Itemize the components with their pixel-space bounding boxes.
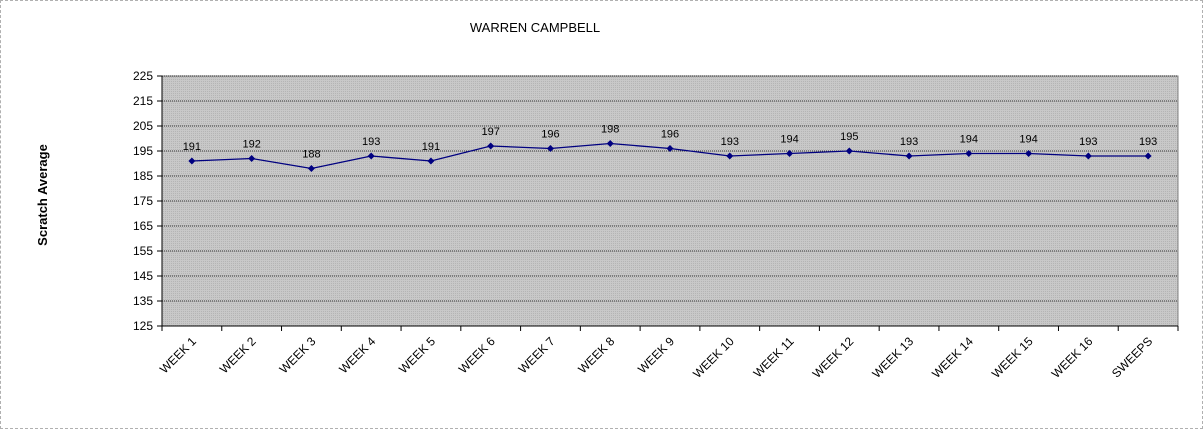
x-tick-label: SWEEPS xyxy=(1109,334,1155,380)
data-label: 191 xyxy=(422,141,440,153)
data-point xyxy=(1144,152,1152,160)
chart-title: WARREN CAMPBELL xyxy=(470,20,600,35)
data-label: 193 xyxy=(1079,136,1097,148)
y-tick-label: 125 xyxy=(133,319,153,333)
data-label: 193 xyxy=(1139,136,1157,148)
x-tick-label: WEEK 10 xyxy=(690,334,737,381)
y-tick-label: 175 xyxy=(133,194,153,208)
x-tick-label: WEEK 8 xyxy=(575,334,617,376)
data-point xyxy=(905,152,913,160)
x-tick-label: WEEK 4 xyxy=(336,334,378,376)
data-label: 192 xyxy=(242,139,260,151)
x-tick-label: WEEK 5 xyxy=(396,334,438,376)
x-tick-label: WEEK 11 xyxy=(751,334,797,380)
data-label: 194 xyxy=(960,134,978,146)
data-label: 198 xyxy=(601,124,619,136)
data-point xyxy=(427,157,435,165)
y-tick-label: 225 xyxy=(133,69,153,83)
x-tick-label: WEEK 3 xyxy=(277,334,319,376)
data-point xyxy=(606,140,614,147)
data-label: 193 xyxy=(362,136,380,148)
y-tick-label: 135 xyxy=(133,294,153,308)
x-tick-label: WEEK 9 xyxy=(635,334,677,376)
x-tick-label: WEEK 6 xyxy=(456,334,498,376)
data-point xyxy=(786,150,794,157)
data-point xyxy=(487,142,495,150)
data-point xyxy=(965,150,973,157)
x-tick-label: WEEK 12 xyxy=(810,334,857,381)
data-point xyxy=(1084,152,1092,160)
data-point xyxy=(248,155,256,162)
data-label: 197 xyxy=(482,126,500,138)
data-label: 195 xyxy=(840,131,858,143)
y-tick-label: 205 xyxy=(133,119,153,133)
data-label: 194 xyxy=(1019,134,1037,146)
x-tick-label: WEEK 13 xyxy=(869,334,916,381)
y-axis-label: Scratch Average xyxy=(35,144,50,246)
y-tick-label: 145 xyxy=(133,269,153,283)
data-label: 188 xyxy=(302,149,320,161)
y-tick-label: 165 xyxy=(133,219,153,233)
x-tick-label: WEEK 2 xyxy=(217,334,259,376)
y-tick-label: 155 xyxy=(133,244,153,258)
x-tick-label: WEEK 15 xyxy=(989,334,1036,381)
data-point xyxy=(546,145,554,152)
y-tick-label: 185 xyxy=(133,169,153,183)
y-tick-label: 195 xyxy=(133,144,153,158)
data-label: 193 xyxy=(900,136,918,148)
x-tick-label: WEEK 14 xyxy=(929,334,976,381)
data-point xyxy=(845,147,853,155)
data-point xyxy=(188,157,196,165)
data-point xyxy=(1025,150,1033,157)
x-tick-label: WEEK 16 xyxy=(1049,334,1096,381)
data-label: 194 xyxy=(780,134,798,146)
data-point xyxy=(307,165,315,172)
data-label: 196 xyxy=(661,129,679,141)
data-label: 191 xyxy=(183,141,201,153)
data-label: 193 xyxy=(721,136,739,148)
data-label: 196 xyxy=(541,129,559,141)
plot-area: 125 135 145 155 165 175 185 195 205 215 225 WEEK 1 W… xyxy=(133,69,1179,381)
data-point xyxy=(666,145,674,152)
data-point xyxy=(367,152,375,160)
data-point xyxy=(726,152,734,160)
y-tick-label: 215 xyxy=(133,94,153,108)
x-tick-label: WEEK 7 xyxy=(516,334,558,376)
x-tick-label: WEEK 1 xyxy=(157,334,199,376)
